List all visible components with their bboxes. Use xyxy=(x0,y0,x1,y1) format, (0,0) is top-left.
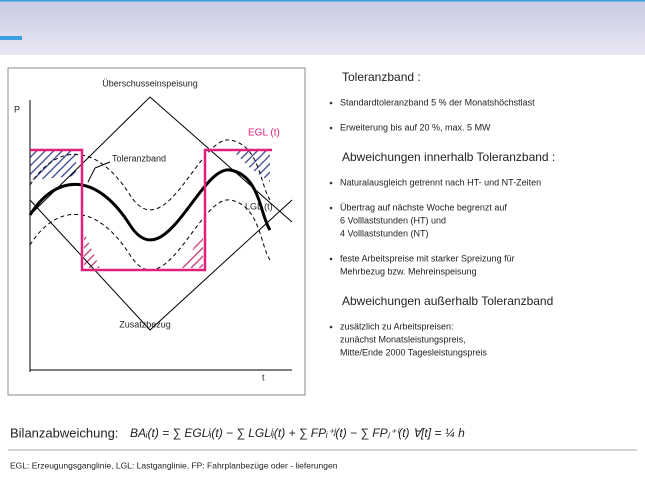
bullet xyxy=(329,126,333,130)
tolerance-upper xyxy=(29,139,271,211)
label: EGL (t) xyxy=(248,128,280,139)
label: Überschusseinspeisung xyxy=(102,78,198,88)
footer: EGL: Erzeugungsganglinie, LGL: Lastgangl… xyxy=(10,460,338,470)
header-line xyxy=(0,0,645,2)
header-band xyxy=(0,0,645,55)
bullet xyxy=(329,206,333,210)
bullet xyxy=(329,325,333,329)
section-heading: Abweichungen außerhalb Toleranzband xyxy=(342,294,553,308)
bullet-text: Naturalausgleich getrennt nach HT- und N… xyxy=(340,177,541,187)
diagram xyxy=(28,96,293,372)
bullet-text: zunächst Monatsleistungspreis, xyxy=(340,334,466,344)
bullet-text: Erweiterung bis auf 20 %, max. 5 MW xyxy=(340,122,491,132)
hatch xyxy=(84,232,100,268)
bullet-text: 6 Volllaststunden (HT) und xyxy=(340,215,446,225)
tolerance-lower xyxy=(29,199,271,271)
bullet xyxy=(329,257,333,261)
header-accent xyxy=(0,36,22,40)
bullet-text: Standardtoleranzband 5 % der Monatshöchs… xyxy=(340,97,535,107)
pointer xyxy=(87,167,96,183)
hatch xyxy=(182,232,203,268)
bullet-text: feste Arbeitspreise mit starker Spreizun… xyxy=(340,253,515,263)
label: Toleranzband xyxy=(112,153,166,163)
bullet-text: zusätzlich zu Arbeitspreisen: xyxy=(340,321,454,331)
section-heading: Toleranzband : xyxy=(342,70,421,84)
label: LGL (t) xyxy=(245,201,273,211)
pointer xyxy=(94,161,111,169)
lgl-curve xyxy=(28,168,272,242)
bullet-text: Mehrbezug bzw. Mehreinspeisung xyxy=(340,266,477,276)
bullet-text: Übertrag auf nächste Woche begrenzt auf xyxy=(340,202,507,212)
formula: BAᵢ(t) = ∑ EGLʲᵢ(t) − ∑ LGLʲᵢ(t) + ∑ FPᵢ… xyxy=(130,426,465,440)
section-heading: Abweichungen innerhalb Toleranzband : xyxy=(342,150,555,164)
label: P xyxy=(14,104,20,114)
diagram-frame xyxy=(7,67,306,396)
bullet-text: Mitte/Ende 2000 Tagesleistungspreis xyxy=(340,347,487,357)
formula-label: Bilanzabweichung: xyxy=(10,425,118,440)
bullet xyxy=(329,181,333,185)
bullet-text: 4 Volllaststunden (NT) xyxy=(340,228,429,238)
egl-line xyxy=(30,148,272,272)
label: Zusatzbezug xyxy=(119,319,171,329)
bullet xyxy=(329,101,333,105)
hatch xyxy=(30,150,76,180)
upper-line xyxy=(29,96,293,223)
label: t xyxy=(262,372,265,382)
lower-line xyxy=(29,199,293,331)
